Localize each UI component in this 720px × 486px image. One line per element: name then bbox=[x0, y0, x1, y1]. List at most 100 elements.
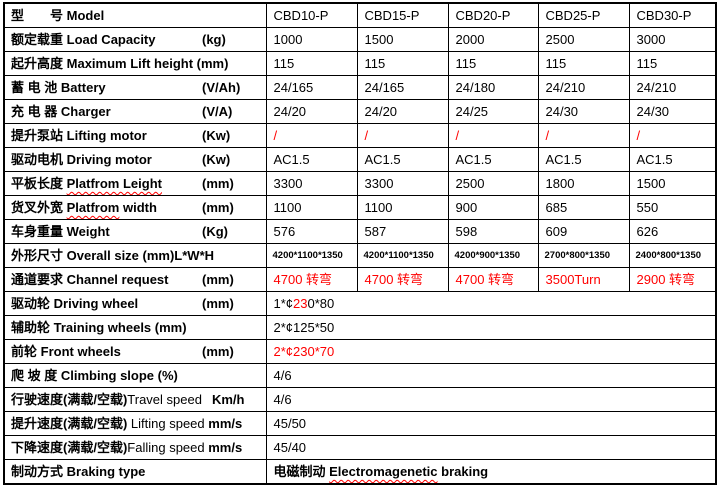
merged-value-cell: 2*¢230*70 bbox=[265, 339, 717, 364]
row-label-training-wheels: 辅助轮 Training wheels (mm) bbox=[3, 315, 267, 340]
value-cell: 24/165 bbox=[356, 75, 449, 100]
value-cell: 609 bbox=[537, 219, 630, 244]
value-cell: / bbox=[537, 123, 630, 148]
value-part: 0*80 bbox=[307, 296, 335, 311]
label-zh: 额定载重 bbox=[11, 32, 64, 47]
label-zh: 制动方式 bbox=[11, 464, 64, 479]
value-cell: 24/20 bbox=[356, 99, 449, 124]
value-cell: 3300 bbox=[265, 171, 358, 196]
row-overall-size: 外形尺寸 Overall size (mm)L*W*H 4200*1100*13… bbox=[3, 243, 717, 268]
row-label-overall-size: 外形尺寸 Overall size (mm)L*W*H bbox=[3, 243, 267, 268]
value-cell: 4200*1100*1350 bbox=[356, 243, 449, 268]
label-zh: 型 号 bbox=[11, 8, 64, 23]
value-cell: 2500 bbox=[537, 27, 630, 52]
label-unit: (V/A) bbox=[202, 104, 233, 119]
row-label-travel-speed: 行驶速度(满载/空载)Travel speed Km/h bbox=[3, 387, 267, 412]
value-cell: 24/25 bbox=[447, 99, 539, 124]
value-cell: 115 bbox=[356, 51, 449, 76]
value-cell: 115 bbox=[447, 51, 539, 76]
label-zh: 提升速度(满载/空载) bbox=[11, 416, 128, 431]
row-front-wheels: 前轮 Front wheels (mm) 2*¢230*70 bbox=[3, 339, 717, 364]
label-en: Driving wheel bbox=[53, 296, 139, 311]
label-en: Charger bbox=[60, 104, 111, 119]
label-en: Battery bbox=[60, 80, 106, 95]
label-en: Lifting motor bbox=[66, 128, 147, 143]
label-zh: 车身重量 bbox=[11, 224, 64, 239]
row-braking-type: 制动方式 Braking type 电磁制动 Electromagenetic … bbox=[3, 459, 717, 485]
value-cell: 900 bbox=[447, 195, 539, 220]
value-cell: / bbox=[356, 123, 449, 148]
value-cell: 3500Turn bbox=[537, 267, 630, 292]
value-cell: 3300 bbox=[356, 171, 449, 196]
merged-value-cell: 4/6 bbox=[265, 387, 717, 412]
row-label-load-capacity: 额定载重 Load Capacity (kg) bbox=[3, 27, 267, 52]
value-cell: 685 bbox=[537, 195, 630, 220]
row-battery: 蓄 电 池 Battery (V/Ah) 24/165 24/165 24/18… bbox=[3, 75, 717, 100]
value-cell: 1000 bbox=[265, 27, 358, 52]
label-unit: (kg) bbox=[202, 32, 226, 47]
row-label-weight: 车身重量 Weight (Kg) bbox=[3, 219, 267, 244]
value-en-misspelled: Electromagenetic bbox=[329, 464, 438, 479]
label-en: Model bbox=[66, 8, 105, 23]
label-en: Climbing slope (%) bbox=[60, 368, 178, 383]
label-unit: Km/h bbox=[211, 392, 245, 407]
label-en: Lifting speed bbox=[130, 416, 205, 431]
value-cell: AC1.5 bbox=[447, 147, 539, 172]
value-cell: 2000 bbox=[447, 27, 539, 52]
merged-value-cell: 45/50 bbox=[265, 411, 717, 436]
row-weight: 车身重量 Weight (Kg) 576 587 598 609 626 bbox=[3, 219, 717, 244]
model-cell: CBD25-P bbox=[537, 2, 630, 28]
row-label-model: 型 号 Model bbox=[3, 2, 267, 28]
label-zh: 充 电 器 bbox=[11, 104, 58, 119]
value-cell: / bbox=[628, 123, 717, 148]
value-cell: 1500 bbox=[356, 27, 449, 52]
row-label-battery: 蓄 电 池 Battery (V/Ah) bbox=[3, 75, 267, 100]
value-cell: 1800 bbox=[537, 171, 630, 196]
label-zh: 通道要求 bbox=[11, 272, 64, 287]
row-label-platform-length: 平板长度 Platfrom Leight (mm) bbox=[3, 171, 267, 196]
value-cell: 24/30 bbox=[537, 99, 630, 124]
label-unit: (mm) bbox=[202, 200, 234, 215]
value-cell: 115 bbox=[537, 51, 630, 76]
label-en: Training wheels (mm) bbox=[53, 320, 187, 335]
row-label-charger: 充 电 器 Charger (V/A) bbox=[3, 99, 267, 124]
label-zh: 驱动电机 bbox=[11, 152, 64, 167]
value-cell: 24/30 bbox=[628, 99, 717, 124]
merged-value-cell: 电磁制动 Electromagenetic braking bbox=[265, 459, 717, 485]
label-en: Front wheels bbox=[40, 344, 121, 359]
label-zh: 提升泵站 bbox=[11, 128, 64, 143]
row-label-front-wheels: 前轮 Front wheels (mm) bbox=[3, 339, 267, 364]
label-en: Weight bbox=[66, 224, 110, 239]
label-unit: (V/Ah) bbox=[202, 80, 241, 95]
value-cell: 4200*1100*1350 bbox=[265, 243, 358, 268]
value-cell: 598 bbox=[447, 219, 539, 244]
merged-value-cell: 4/6 bbox=[265, 363, 717, 388]
label-zh: 爬 坡 度 bbox=[11, 368, 58, 383]
value-cell: 4700 转弯 bbox=[265, 267, 358, 292]
label-en: width bbox=[123, 200, 157, 215]
merged-value-cell: 1*¢230*80 bbox=[265, 291, 717, 316]
label-zh: 行驶速度(满载/空载) bbox=[11, 392, 128, 407]
row-training-wheels: 辅助轮 Training wheels (mm) 2*¢125*50 bbox=[3, 315, 717, 340]
value-cell: / bbox=[447, 123, 539, 148]
label-zh: 辅助轮 bbox=[11, 320, 51, 335]
value-en: braking bbox=[441, 464, 489, 479]
merged-value-cell: 45/40 bbox=[265, 435, 717, 460]
label-zh: 货叉外宽 bbox=[11, 200, 64, 215]
row-falling-speed: 下降速度(满载/空载)Falling speed mm/s 45/40 bbox=[3, 435, 717, 460]
row-charger: 充 电 器 Charger (V/A) 24/20 24/20 24/25 24… bbox=[3, 99, 717, 124]
row-channel-request: 通道要求 Channel request (mm) 4700 转弯 4700 转… bbox=[3, 267, 717, 292]
value-cell: 626 bbox=[628, 219, 717, 244]
value-cell: 3000 bbox=[628, 27, 717, 52]
value-cell: AC1.5 bbox=[628, 147, 717, 172]
row-label-lifting-motor: 提升泵站 Lifting motor (Kw) bbox=[3, 123, 267, 148]
row-load-capacity: 额定载重 Load Capacity (kg) 1000 1500 2000 2… bbox=[3, 27, 717, 52]
label-unit: (mm) bbox=[202, 296, 234, 311]
value-cell: 2700*800*1350 bbox=[537, 243, 630, 268]
value-cell: AC1.5 bbox=[537, 147, 630, 172]
row-platform-length: 平板长度 Platfrom Leight (mm) 3300 3300 2500… bbox=[3, 171, 717, 196]
row-lifting-motor: 提升泵站 Lifting motor (Kw) / / / / / bbox=[3, 123, 717, 148]
value-part-red: 23 bbox=[293, 296, 308, 311]
value-cell: 1100 bbox=[265, 195, 358, 220]
